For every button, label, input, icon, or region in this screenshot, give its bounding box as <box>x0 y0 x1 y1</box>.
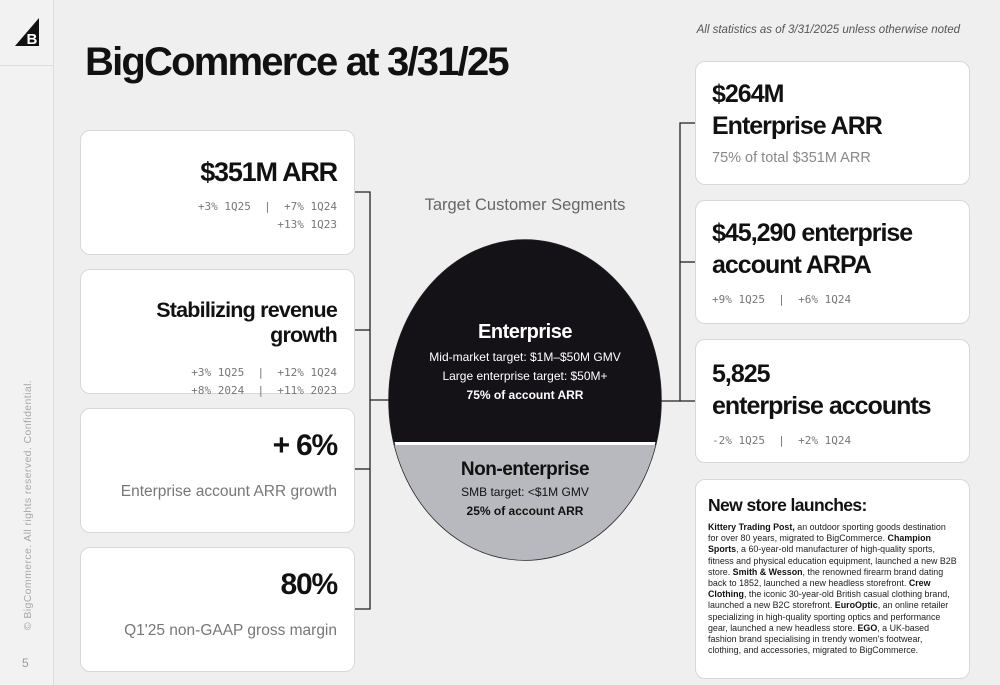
news-item-text: , an online retailer specializing in hig… <box>708 600 949 633</box>
arr-growth-line1: +3% 1Q25 | +7% 1Q24 <box>197 200 337 213</box>
news-item-name: Crew Clothing <box>708 578 931 600</box>
revenue-growth-headline: Stabilizing revenue growth <box>156 298 338 347</box>
page-title: BigCommerce at 3/31/25 <box>85 40 510 84</box>
news-item-text: , a UK-based fashion brand specialising … <box>708 622 930 656</box>
arr-growth-line2: +13% 1Q23 <box>277 218 337 231</box>
revenue-growth-card: Stabilizing revenue growth +3% 1Q25 | +1… <box>80 269 355 397</box>
enterprise-arr-sub: 75% of total $351M ARR <box>712 150 871 166</box>
logo-box: B <box>0 0 54 66</box>
enterprise-arpa-label: account ARPA <box>712 251 872 279</box>
news-item-text: an outdoor sporting goods destination fo… <box>708 522 946 544</box>
enterprise-label-group: Enterprise Mid-market target: $1M–$50M G… <box>429 321 620 405</box>
gross-margin-card: 80% Q1'25 non-GAAP gross margin <box>80 547 355 672</box>
news-item-text: , a 60-year-old manufacturer of high-qua… <box>708 544 957 577</box>
enterprise-arr-growth-value: + 6% <box>272 429 339 462</box>
enterprise-accounts-card: 5,825 enterprise accounts -2% 1Q25 | +2%… <box>695 339 970 463</box>
enterprise-arr-card: $264M Enterprise ARR 75% of total $351M … <box>695 61 970 185</box>
enterprise-arr-growth-caption: Enterprise account ARR growth <box>120 483 337 500</box>
new-store-launches-card: New store launches: Kittery Trading Post… <box>695 479 970 679</box>
news-item-name: EuroOptic <box>834 600 878 611</box>
bigcommerce-logo-icon: B <box>15 18 39 48</box>
enterprise-arr-label: Enterprise ARR <box>712 112 883 140</box>
enterprise-arpa-growth: +9% 1Q25 | +6% 1Q24 <box>712 293 852 306</box>
news-item-name: Kittery Trading Post, <box>708 522 795 532</box>
arr-headline: $351M ARR <box>200 157 338 187</box>
non-enterprise-heading: Non-enterprise <box>460 459 590 480</box>
enterprise-accounts-growth: -2% 1Q25 | +2% 1Q24 <box>712 434 852 447</box>
non-enterprise-label-group: Non-enterprise SMB target: <$1M GMV 25% … <box>460 459 590 521</box>
copyright-text: © BigCommerce. All rights reserved. Conf… <box>22 379 34 631</box>
revenue-growth-line1: +3% 1Q25 | +12% 1Q24 <box>191 366 337 379</box>
non-enterprise-share: 25% of account ARR <box>466 504 584 518</box>
enterprise-arr-value: $264M <box>712 80 784 108</box>
gross-margin-value: 80% <box>280 568 339 601</box>
statistics-note: All statistics as of 3/31/2025 unless ot… <box>696 24 960 36</box>
enterprise-share: 75% of account ARR <box>466 388 584 402</box>
enterprise-accounts-label: enterprise accounts <box>712 392 932 420</box>
page-number: 5 <box>22 656 29 670</box>
news-item-text: , the renowned firearm brand dating back… <box>708 566 944 589</box>
enterprise-heading: Enterprise <box>478 321 572 343</box>
enterprise-midmarket-target: Mid-market target: $1M–$50M GMV <box>429 350 621 364</box>
enterprise-accounts-value: 5,825 <box>712 360 771 388</box>
segments-title: Target Customer Segments <box>424 196 626 214</box>
enterprise-arpa-card: $45,290 enterprise account ARPA +9% 1Q25… <box>695 200 970 324</box>
arr-card: $351M ARR +3% 1Q25 | +7% 1Q24 +13% 1Q23 <box>80 130 355 255</box>
enterprise-arr-growth-card: + 6% Enterprise account ARR growth <box>80 408 355 533</box>
news-item-name: Smith & Wesson <box>732 566 803 577</box>
gross-margin-caption: Q1'25 non-GAAP gross margin <box>124 622 337 639</box>
svg-text:B: B <box>27 31 38 48</box>
non-enterprise-smb-target: SMB target: <$1M GMV <box>461 485 589 499</box>
revenue-growth-line2: +8% 2024 | +11% 2023 <box>191 384 337 397</box>
news-title: New store launches: <box>708 495 867 515</box>
enterprise-arpa-value: $45,290 enterprise <box>712 219 913 247</box>
news-item-text: , the iconic 30-year-old British casual … <box>708 589 950 611</box>
news-body: Kittery Trading Post, an outdoor sportin… <box>708 522 957 656</box>
enterprise-large-target: Large enterprise target: $50M+ <box>442 369 608 383</box>
news-item-name: Champion Sports <box>708 533 931 555</box>
news-item-name: EGO <box>857 622 878 633</box>
sidebar: B © BigCommerce. All rights reserved. Co… <box>0 0 54 685</box>
